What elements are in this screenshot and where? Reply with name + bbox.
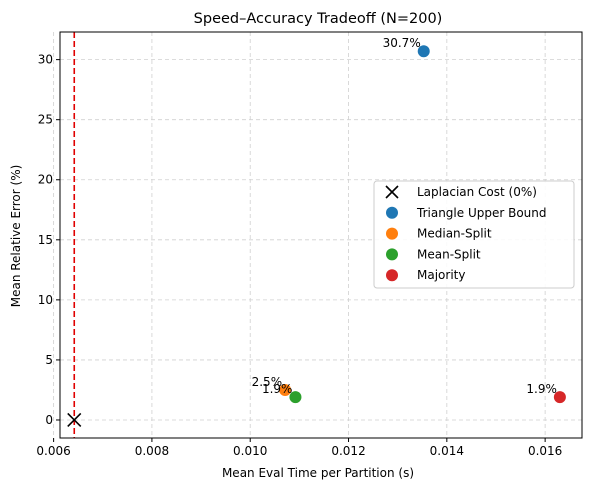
legend-label: Triangle Upper Bound: [416, 206, 547, 220]
data-points: [67, 45, 566, 428]
y-tick-label: 30: [38, 53, 53, 67]
data-label: 2.5%: [252, 375, 283, 389]
legend: Laplacian Cost (0%) Triangle Upper Bound M…: [373, 180, 575, 289]
legend-label: Mean-Split: [417, 247, 481, 261]
data-point: [289, 391, 302, 404]
y-tick-label: 20: [38, 173, 53, 187]
data-point-x-marker: [67, 412, 82, 428]
y-tick-label: 25: [38, 113, 53, 127]
plot-frame: [59, 31, 583, 439]
y-tick-label: 15: [38, 233, 53, 247]
x-tick-label: 0.016: [528, 444, 562, 458]
legend-marker: [386, 206, 398, 219]
y-tick-label: 10: [38, 293, 53, 307]
x-axis-label: Mean Eval Time per Partition (s): [222, 466, 414, 480]
legend-marker: [386, 248, 398, 261]
legend-box: [373, 180, 575, 289]
x-tick-label: 0.006: [36, 444, 70, 458]
legend-label: Laplacian Cost (0%): [417, 185, 537, 199]
legend-label: Majority: [417, 268, 465, 282]
x-tick-label: 0.008: [135, 444, 169, 458]
legend-marker: [386, 227, 398, 240]
y-axis-label: Mean Relative Error (%): [9, 165, 23, 308]
data-label: 1.9%: [526, 382, 557, 396]
legend-marker-x: [385, 185, 399, 199]
y-tick-label: 0: [45, 413, 53, 427]
grid-lines: [53, 32, 582, 438]
y-tick-label: 5: [45, 353, 53, 367]
data-point: [553, 391, 566, 404]
data-labels: 30.7%2.5%1.9% 1.9%: [252, 36, 557, 396]
chart-title: Speed–Accuracy Tradeoff (N=200): [194, 11, 443, 27]
legend-label: Median-Split: [417, 227, 492, 241]
data-point: [279, 383, 292, 396]
x-tick-label: 0.010: [233, 444, 267, 458]
axis-ticks: 0.006 0.008 0.010 0.012 0.014 0.016 0 5 10 15 20 25…: [36, 53, 562, 458]
x-tick-label: 0.012: [331, 444, 365, 458]
data-label: 1.9%: [262, 382, 293, 396]
x-tick-label: 0.014: [430, 444, 464, 458]
legend-marker: [386, 269, 398, 282]
data-point: [417, 45, 430, 58]
data-label: 30.7%: [383, 36, 421, 50]
